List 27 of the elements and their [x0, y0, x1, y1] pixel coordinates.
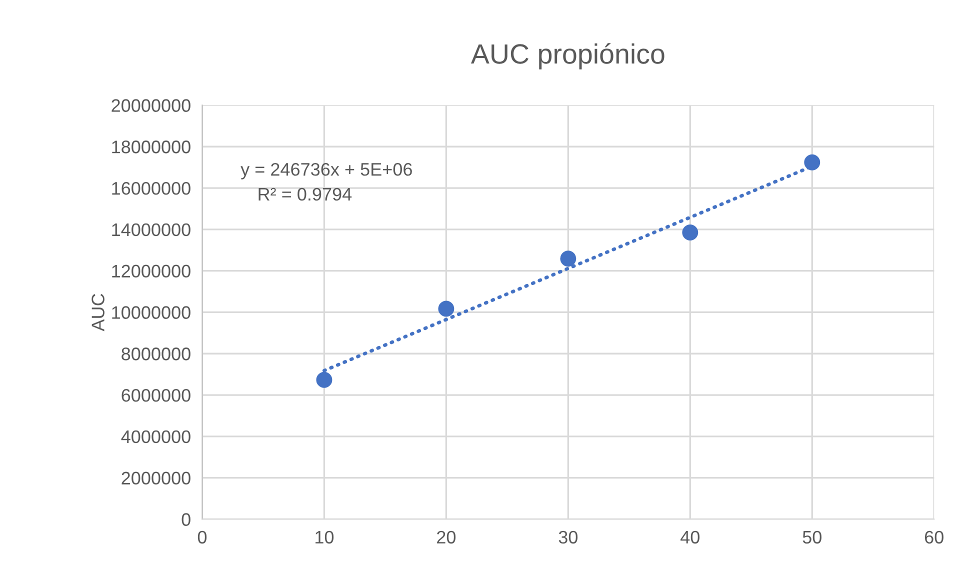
- point: [316, 372, 332, 388]
- x-tick-label: 20: [437, 530, 456, 544]
- point: [682, 224, 698, 241]
- x-tick-label: 50: [802, 530, 822, 544]
- x-tick-label: 60: [924, 530, 944, 544]
- y-tick-label: 18000000: [112, 140, 190, 154]
- y-tick-label: 16000000: [112, 182, 190, 195]
- x-tick-label: 10: [316, 530, 334, 544]
- annotation: R² = 0.9794: [258, 188, 352, 201]
- x-tick-label: 40: [680, 530, 700, 544]
- x-tick-label: 0: [198, 530, 207, 544]
- y-tick-label: 6000000: [122, 388, 190, 402]
- y-tick-label: 12000000: [112, 264, 190, 278]
- annotation: y = 246736x + 5E+06: [240, 162, 412, 180]
- y-tick-label: 20000000: [112, 99, 190, 112]
- y-tick-label: 10000000: [112, 306, 190, 319]
- point: [560, 250, 576, 267]
- chart-title: AUC propiónico: [470, 43, 664, 70]
- point: [438, 300, 454, 317]
- y-tick-label: 8000000: [122, 348, 190, 360]
- y-tick-label: 0: [182, 513, 190, 526]
- y-axis-title: AUC: [92, 294, 104, 332]
- y-tick-label: 14000000: [112, 223, 190, 236]
- y-tick-label: 2000000: [122, 472, 190, 485]
- y-tick-label: 4000000: [121, 430, 190, 444]
- x-tick-label: 30: [558, 530, 578, 544]
- point: [804, 154, 820, 170]
